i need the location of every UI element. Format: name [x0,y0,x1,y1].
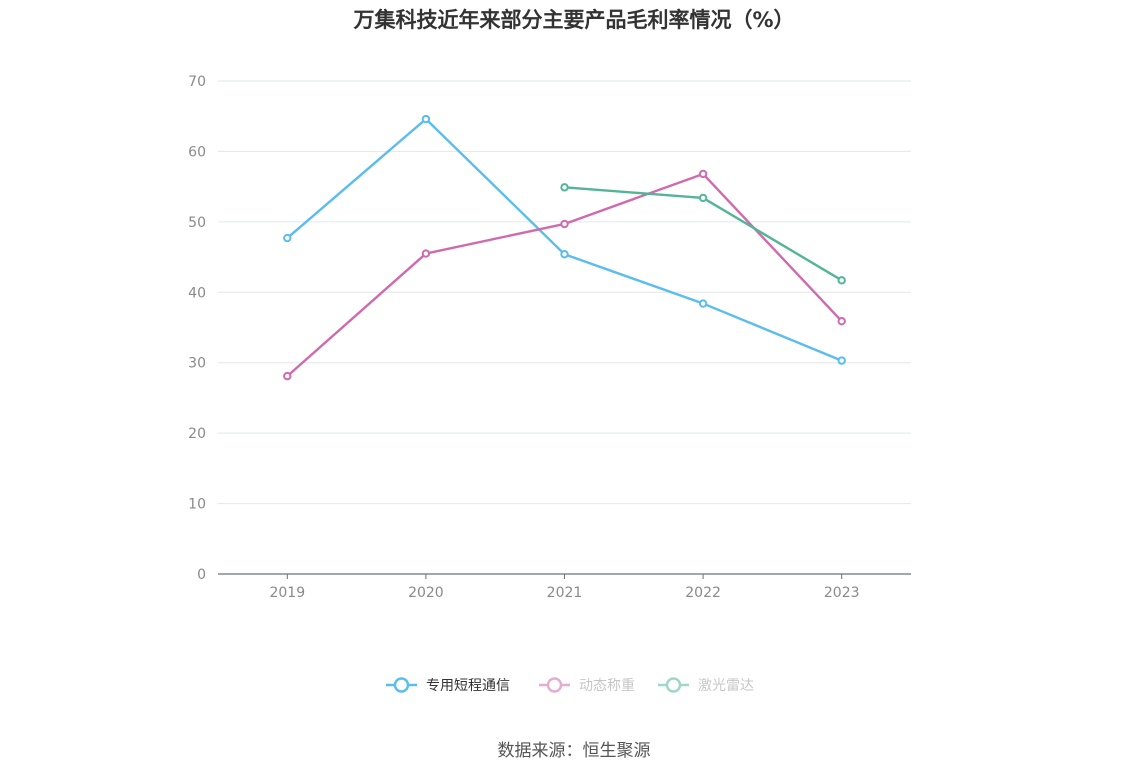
series-layer [283,114,846,381]
y-tick-label: 70 [188,74,206,90]
series-line [286,172,843,377]
x-tick-label: 2023 [824,585,860,601]
legend-marker-icon [393,677,410,693]
y-tick-label: 0 [197,567,206,583]
x-tick-label: 2019 [269,585,305,601]
legend-label: 专用短程通信 [426,678,510,694]
data-point [837,276,846,285]
y-tick-label: 30 [188,356,206,372]
y-tick-label: 60 [188,144,206,160]
data-point [837,316,846,326]
y-axis: 0 10 20 30 40 50 60 70 [188,74,206,583]
y-tick-label: 50 [188,215,206,231]
data-point [837,356,846,365]
x-tick-label: 2020 [408,585,444,601]
legend-label: 动态称重 [579,678,635,694]
data-source: 数据来源：恒生聚源 [497,741,651,761]
data-point [698,299,708,308]
data-point [698,169,708,179]
data-point [698,193,708,203]
data-point [421,249,431,258]
legend-item-3[interactable]: 激光雷达 [658,677,754,694]
x-tick-label: 2022 [685,585,721,601]
legend-label: 激光雷达 [698,677,754,694]
data-point [283,233,292,243]
legend-marker-icon [546,677,563,693]
data-point [560,219,569,229]
series-line [286,117,843,362]
x-axis: 2019 2020 2021 2022 2023 [218,573,911,601]
chart-title: 万集科技近年来部分主要产品毛利率情况（%） [353,8,795,32]
data-point [560,250,569,259]
series-3 [560,183,846,285]
data-point [560,183,569,192]
legend-marker-icon [665,677,682,693]
grid-lines [218,80,911,505]
series-1 [283,114,846,365]
y-tick-label: 10 [188,497,206,513]
legend-item-2[interactable]: 动态称重 [539,677,635,694]
y-tick-label: 20 [188,426,206,442]
data-point [421,114,431,124]
legend: 专用短程通信 动态称重 激光雷达 [386,677,754,694]
x-tick-label: 2021 [547,585,583,601]
legend-item-1[interactable]: 专用短程通信 [386,677,510,694]
y-tick-label: 40 [188,285,206,301]
series-2 [283,169,846,381]
data-point [283,371,292,381]
